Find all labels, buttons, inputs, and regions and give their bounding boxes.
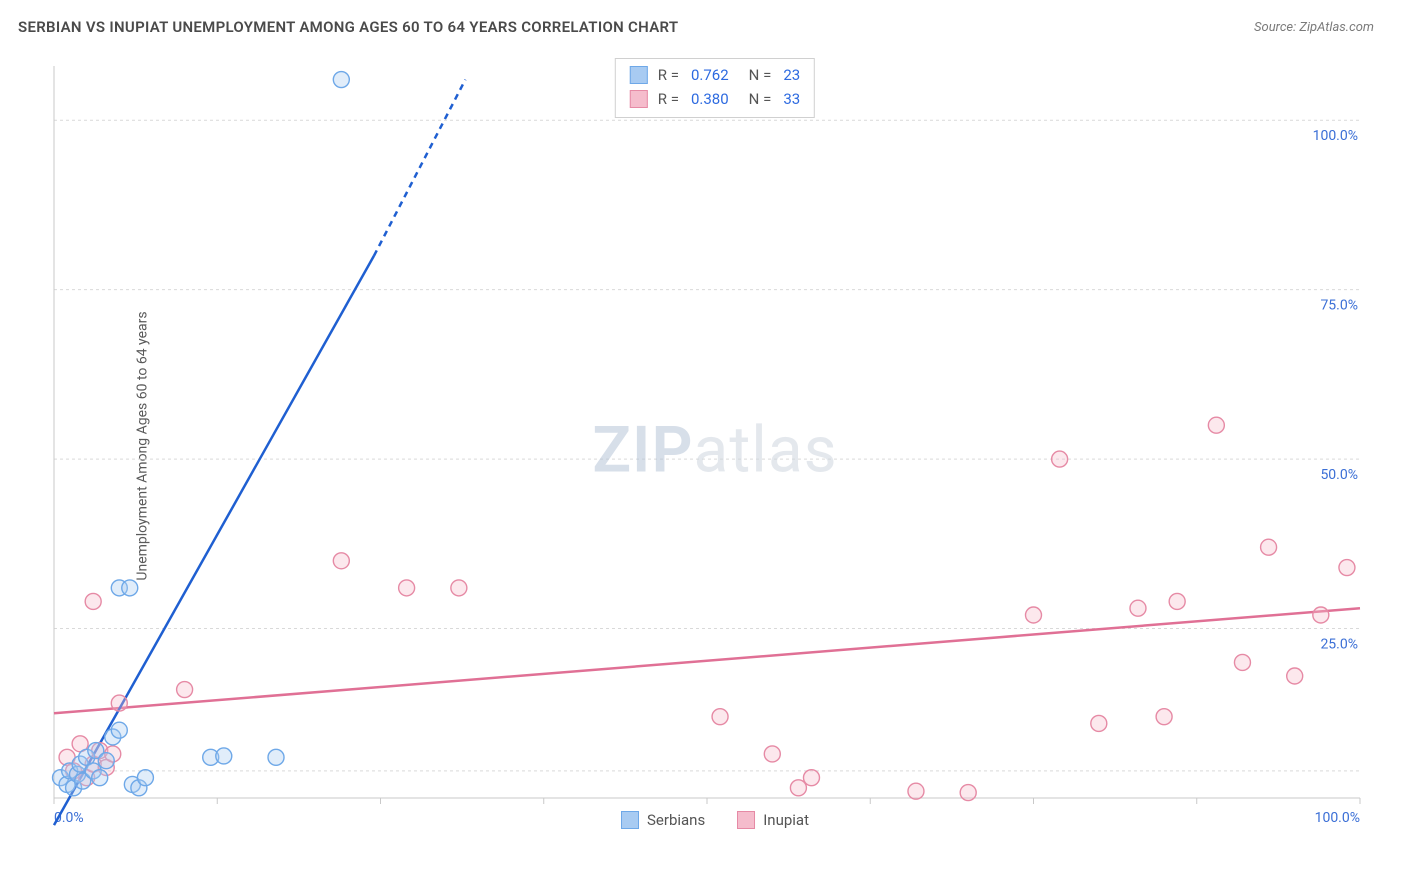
series-legend-item: Inupiat bbox=[737, 808, 809, 832]
legend-r-label: R = bbox=[658, 87, 679, 111]
legend-swatch bbox=[737, 811, 755, 829]
legend-n-value: 23 bbox=[783, 63, 800, 87]
legend-label: Serbians bbox=[647, 808, 705, 832]
source-attribution: Source: ZipAtlas.com bbox=[1254, 20, 1374, 35]
svg-text:ZIPatlas: ZIPatlas bbox=[592, 412, 837, 487]
corr-legend-row: R = 0.380 N = 33 bbox=[630, 87, 800, 111]
svg-text:100.0%: 100.0% bbox=[1313, 128, 1358, 144]
legend-swatch bbox=[630, 90, 648, 108]
legend-r-value: 0.762 bbox=[691, 63, 729, 87]
legend-r-value: 0.380 bbox=[691, 87, 729, 111]
legend-label: Inupiat bbox=[763, 808, 809, 832]
series-legend: Serbians Inupiat bbox=[621, 808, 809, 832]
svg-text:75.0%: 75.0% bbox=[1320, 298, 1358, 314]
legend-n-label: N = bbox=[749, 87, 772, 111]
legend-swatch bbox=[621, 811, 639, 829]
chart-title: SERBIAN VS INUPIAT UNEMPLOYMENT AMONG AG… bbox=[18, 18, 678, 36]
corr-legend-row: R = 0.762 N = 23 bbox=[630, 63, 800, 87]
legend-n-label: N = bbox=[749, 63, 772, 87]
chart-svg: 0.0%100.0%25.0%50.0%75.0%100.0%ZIPatlas bbox=[50, 58, 1380, 838]
svg-text:25.0%: 25.0% bbox=[1320, 637, 1358, 653]
legend-n-value: 33 bbox=[783, 87, 800, 111]
svg-text:100.0%: 100.0% bbox=[1315, 810, 1360, 826]
svg-text:50.0%: 50.0% bbox=[1320, 467, 1358, 483]
series-legend-item: Serbians bbox=[621, 808, 705, 832]
correlation-legend: R = 0.762 N = 23 R = 0.380 N = 33 bbox=[615, 58, 815, 118]
plot-area: 0.0%100.0%25.0%50.0%75.0%100.0%ZIPatlas … bbox=[50, 58, 1380, 838]
legend-r-label: R = bbox=[658, 63, 679, 87]
legend-swatch bbox=[630, 66, 648, 84]
